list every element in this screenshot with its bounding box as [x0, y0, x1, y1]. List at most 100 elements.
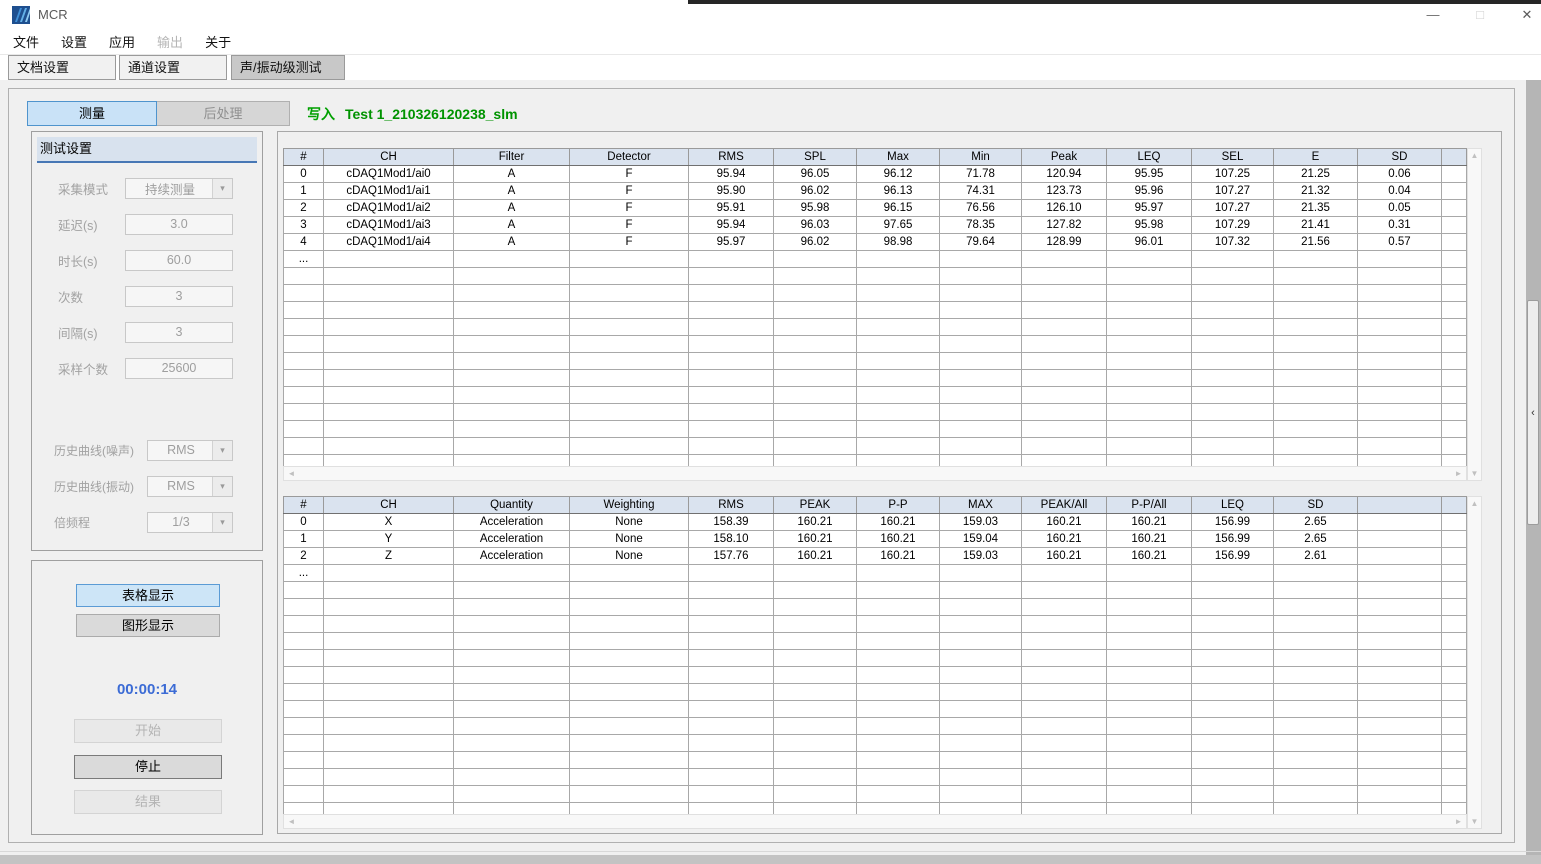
- table-row[interactable]: 2 Z Acceleration None 157.76 160.21 160.21 159.…: [283, 547, 1467, 565]
- column-header[interactable]: [1441, 496, 1467, 514]
- column-header[interactable]: Filter: [453, 148, 570, 166]
- table-row[interactable]: [283, 802, 1467, 814]
- postprocess-button[interactable]: 后处理: [156, 101, 290, 126]
- table-row[interactable]: 1 cDAQ1Mod1/ai1 A F 95.90 96.02 96.13 74.31 123.…: [283, 182, 1467, 200]
- table-row[interactable]: [283, 768, 1467, 786]
- table-row[interactable]: [283, 751, 1467, 769]
- column-header[interactable]: CH: [323, 496, 454, 514]
- menu-item-file[interactable]: 文件: [13, 35, 40, 50]
- sound-level-table[interactable]: # CH Filter Detector RMS SPL Max Min Peak LEQ SEL E…: [283, 148, 1467, 466]
- scroll-right-icon[interactable]: ►: [1454, 817, 1463, 826]
- table-row[interactable]: [283, 335, 1467, 353]
- duration-input[interactable]: 60.0: [125, 249, 233, 271]
- scroll-down-icon[interactable]: ▼: [1470, 817, 1479, 826]
- table-row[interactable]: [283, 369, 1467, 387]
- scroll-down-icon[interactable]: ▼: [1470, 469, 1479, 478]
- table-row[interactable]: [283, 267, 1467, 285]
- table-row[interactable]: [283, 649, 1467, 667]
- table-row[interactable]: [283, 454, 1467, 466]
- graph-display-button[interactable]: 图形显示: [76, 614, 220, 637]
- column-header[interactable]: SEL: [1191, 148, 1274, 166]
- table-row[interactable]: [283, 615, 1467, 633]
- table-row[interactable]: [283, 683, 1467, 701]
- delay-input[interactable]: 3.0: [125, 213, 233, 235]
- column-header[interactable]: [1357, 496, 1442, 514]
- sound-table-vertical-scrollbar[interactable]: ▲ ▼: [1467, 148, 1482, 481]
- table-row[interactable]: [283, 301, 1467, 319]
- tab-channel-settings[interactable]: 通道设置: [119, 55, 227, 80]
- octave-select[interactable]: 1/3 ▾: [147, 511, 233, 533]
- collapse-panel-button[interactable]: ‹: [1527, 300, 1539, 525]
- column-header[interactable]: Detector: [569, 148, 689, 166]
- table-row[interactable]: [283, 785, 1467, 803]
- column-header[interactable]: SD: [1357, 148, 1442, 166]
- column-header[interactable]: CH: [323, 148, 454, 166]
- history-curve-noise-select[interactable]: RMS ▾: [147, 439, 233, 461]
- column-header[interactable]: Max: [856, 148, 940, 166]
- sound-table-horizontal-scrollbar[interactable]: ◄ ►: [283, 466, 1467, 481]
- column-header[interactable]: Peak: [1021, 148, 1107, 166]
- table-row[interactable]: 4 cDAQ1Mod1/ai4 A F 95.97 96.02 98.98 79.64 128.…: [283, 233, 1467, 251]
- scroll-left-icon[interactable]: ◄: [287, 469, 296, 478]
- column-header[interactable]: Min: [939, 148, 1022, 166]
- column-header[interactable]: MAX: [939, 496, 1022, 514]
- maximize-icon[interactable]: □: [1476, 7, 1484, 22]
- measure-button[interactable]: 测量: [27, 101, 157, 126]
- scroll-right-icon[interactable]: ►: [1454, 469, 1463, 478]
- table-row[interactable]: [283, 598, 1467, 616]
- column-header[interactable]: RMS: [688, 148, 774, 166]
- column-header[interactable]: P-P/All: [1106, 496, 1192, 514]
- menu-item-about[interactable]: 关于: [205, 35, 232, 50]
- table-row[interactable]: [283, 632, 1467, 650]
- table-display-button[interactable]: 表格显示: [76, 584, 220, 607]
- table-row[interactable]: [283, 352, 1467, 370]
- scroll-up-icon[interactable]: ▲: [1470, 499, 1479, 508]
- column-header[interactable]: E: [1273, 148, 1358, 166]
- column-header[interactable]: RMS: [688, 496, 774, 514]
- stop-button[interactable]: 停止: [74, 755, 222, 779]
- column-header[interactable]: PEAK: [773, 496, 857, 514]
- column-header[interactable]: PEAK/All: [1021, 496, 1107, 514]
- table-row[interactable]: [283, 318, 1467, 336]
- column-header[interactable]: #: [283, 496, 324, 514]
- scroll-left-icon[interactable]: ◄: [287, 817, 296, 826]
- column-header[interactable]: LEQ: [1106, 148, 1192, 166]
- column-header[interactable]: P-P: [856, 496, 940, 514]
- table-row[interactable]: [283, 386, 1467, 404]
- history-curve-vibration-select[interactable]: RMS ▾: [147, 475, 233, 497]
- table-row[interactable]: 0 cDAQ1Mod1/ai0 A F 95.94 96.05 96.12 71.78 120.…: [283, 165, 1467, 183]
- column-header[interactable]: [1441, 148, 1467, 166]
- table-row[interactable]: [283, 666, 1467, 684]
- minimize-icon[interactable]: —: [1426, 7, 1440, 22]
- tab-sound-vibration-test[interactable]: 声/振动级测试: [231, 55, 345, 80]
- table-row[interactable]: [283, 437, 1467, 455]
- column-header[interactable]: Quantity: [453, 496, 570, 514]
- interval-input[interactable]: 3: [125, 321, 233, 343]
- table-row[interactable]: ...: [283, 564, 1467, 582]
- table-row[interactable]: ...: [283, 250, 1467, 268]
- column-header[interactable]: SD: [1273, 496, 1358, 514]
- vibration-level-table[interactable]: # CH Quantity Weighting RMS PEAK P-P MAX PEAK/Al…: [283, 496, 1467, 814]
- table-row[interactable]: [283, 403, 1467, 421]
- table-row[interactable]: [283, 581, 1467, 599]
- table-row[interactable]: [283, 420, 1467, 438]
- table-row[interactable]: [283, 284, 1467, 302]
- acquisition-mode-select[interactable]: 持续测量 ▾: [125, 177, 233, 199]
- menu-item-settings[interactable]: 设置: [61, 35, 88, 50]
- table-row[interactable]: 1 Y Acceleration None 158.10 160.21 160.21 159.…: [283, 530, 1467, 548]
- column-header[interactable]: #: [283, 148, 324, 166]
- table-row[interactable]: [283, 700, 1467, 718]
- column-header[interactable]: Weighting: [569, 496, 689, 514]
- vibration-table-vertical-scrollbar[interactable]: ▲ ▼: [1467, 496, 1482, 829]
- menu-item-apply[interactable]: 应用: [109, 35, 136, 50]
- table-row[interactable]: 3 cDAQ1Mod1/ai3 A F 95.94 96.03 97.65 78.35 127.…: [283, 216, 1467, 234]
- table-row[interactable]: 0 X Acceleration None 158.39 160.21 160.21 159.…: [283, 513, 1467, 531]
- column-header[interactable]: LEQ: [1191, 496, 1274, 514]
- table-row[interactable]: 2 cDAQ1Mod1/ai2 A F 95.91 95.98 96.15 76.56 126.…: [283, 199, 1467, 217]
- close-icon[interactable]: ✕: [1521, 7, 1533, 22]
- scroll-up-icon[interactable]: ▲: [1470, 151, 1479, 160]
- times-input[interactable]: 3: [125, 285, 233, 307]
- table-row[interactable]: [283, 734, 1467, 752]
- sample-count-input[interactable]: 25600: [125, 357, 233, 379]
- vibration-table-horizontal-scrollbar[interactable]: ◄ ►: [283, 814, 1467, 829]
